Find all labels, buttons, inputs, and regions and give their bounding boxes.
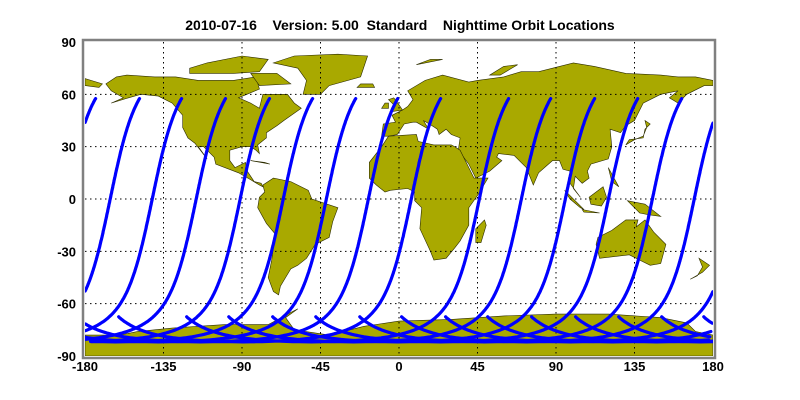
y-axis-ticks: 90 60 30 0 -30 -60 -90 bbox=[57, 35, 76, 364]
land-new-zealand bbox=[690, 257, 710, 280]
land-baffin bbox=[250, 73, 292, 86]
orbit-track-segment bbox=[314, 97, 640, 344]
land-africa bbox=[368, 134, 489, 261]
orbit-track-segment bbox=[617, 315, 713, 343]
orbit-track bbox=[271, 97, 597, 344]
x-tick-label: -45 bbox=[311, 359, 330, 374]
x-tick-label: -180 bbox=[72, 359, 98, 374]
orbit-track bbox=[227, 97, 553, 344]
land-japan bbox=[625, 119, 651, 146]
land-sumatra bbox=[564, 190, 585, 210]
orbit-track bbox=[85, 97, 712, 344]
x-tick-label: -135 bbox=[150, 359, 176, 374]
orbit-tracks bbox=[85, 97, 713, 344]
orbit-track-segment bbox=[185, 97, 511, 344]
orbit-track-segment bbox=[227, 97, 553, 344]
y-tick-label: 90 bbox=[62, 35, 76, 50]
y-tick-label: 30 bbox=[62, 140, 76, 155]
plot-frame bbox=[81, 38, 717, 360]
land-borneo bbox=[588, 186, 607, 207]
orbit-track-segment bbox=[400, 121, 713, 344]
orbit-track bbox=[89, 97, 713, 344]
chart-title: 2010-07-16 Version: 5.00 Standard Nightt… bbox=[185, 17, 615, 33]
orbit-track-segment bbox=[85, 97, 228, 341]
orbit-track-segment bbox=[89, 97, 315, 344]
y-tick-label: 60 bbox=[62, 87, 76, 102]
orbit-track-segment bbox=[574, 315, 713, 344]
orbit-track bbox=[85, 97, 710, 344]
x-tick-label: 135 bbox=[624, 359, 646, 374]
orbit-track-segment bbox=[85, 97, 184, 333]
land-eurasia bbox=[381, 62, 713, 198]
land-new-guinea bbox=[626, 200, 662, 217]
land-australia bbox=[595, 219, 667, 266]
land-cuba bbox=[250, 160, 270, 165]
land-chukotka bbox=[85, 78, 103, 88]
orbit-track bbox=[85, 97, 713, 344]
land-ireland bbox=[381, 102, 389, 109]
x-tick-label: -90 bbox=[233, 359, 252, 374]
x-axis-ticks: -180 -135 -90 -45 0 45 90 135 180 bbox=[72, 359, 724, 374]
x-tick-label: 45 bbox=[470, 359, 484, 374]
land-novaya-zemlya bbox=[488, 64, 518, 76]
land-arctic-islands bbox=[189, 55, 269, 74]
y-tick-label: -30 bbox=[57, 244, 76, 259]
y-tick-label: 0 bbox=[69, 192, 76, 207]
orbit-track-segment bbox=[89, 97, 272, 344]
orbit-track-segment bbox=[85, 97, 98, 124]
orbit-track bbox=[185, 97, 511, 344]
x-tick-label: 180 bbox=[702, 359, 724, 374]
orbit-track bbox=[89, 97, 713, 344]
orbit-track bbox=[85, 97, 713, 344]
y-tick-label: -60 bbox=[57, 297, 76, 312]
orbit-track bbox=[85, 97, 713, 344]
land-north-america bbox=[105, 74, 302, 188]
land-java bbox=[581, 209, 600, 214]
y-tick-label: -90 bbox=[57, 349, 76, 364]
orbit-track bbox=[314, 97, 640, 344]
x-tick-label: 90 bbox=[549, 359, 563, 374]
land-iceland bbox=[356, 83, 376, 88]
land-madagascar bbox=[475, 219, 487, 243]
orbit-track-segment bbox=[271, 97, 597, 344]
land-south-america bbox=[257, 177, 339, 296]
land-svalbard bbox=[416, 59, 443, 65]
orbit-track-segment bbox=[85, 97, 142, 293]
orbit-track-segment bbox=[660, 315, 712, 339]
x-tick-label: 0 bbox=[395, 359, 402, 374]
orbit-track-segment bbox=[358, 97, 684, 344]
land-greenland bbox=[272, 53, 369, 95]
orbit-track-segment bbox=[702, 315, 713, 325]
orbit-track bbox=[358, 97, 684, 344]
orbit-track-segment bbox=[444, 290, 713, 344]
